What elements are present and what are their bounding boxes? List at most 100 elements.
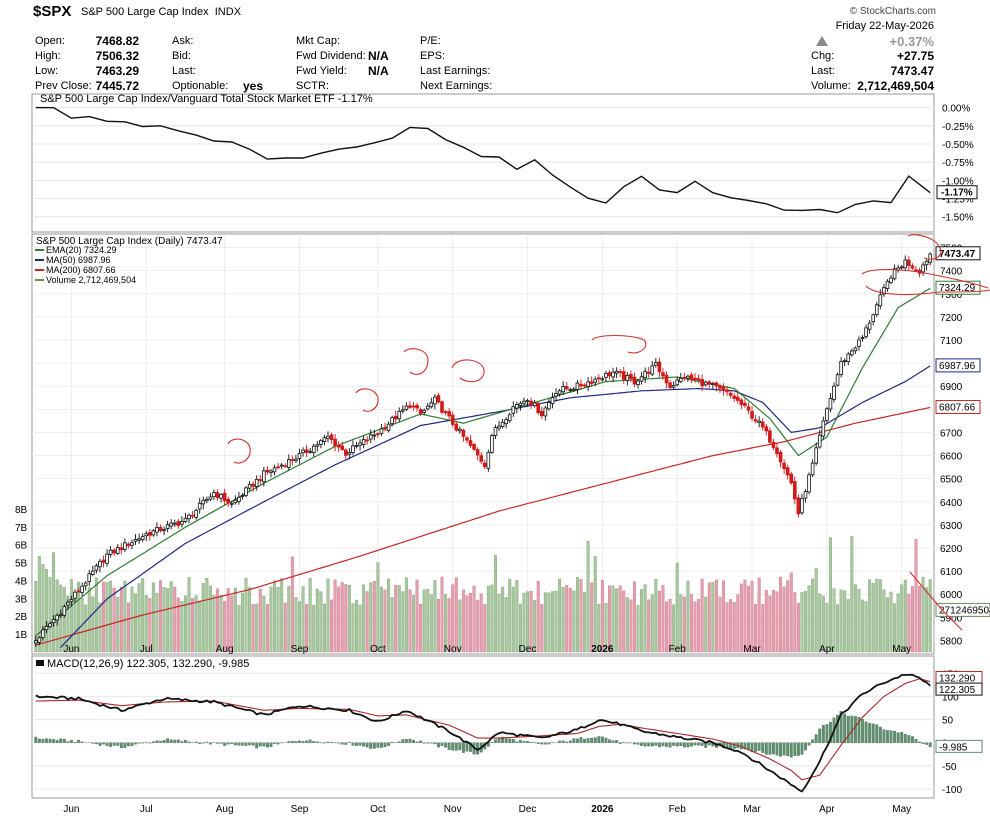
- macd-histogram-bar: [294, 741, 298, 743]
- macd-histogram-bar: [59, 738, 63, 743]
- macd-histogram-bar: [137, 742, 141, 744]
- volume-bar: [672, 604, 676, 653]
- candle-body: [522, 400, 526, 404]
- volume-bar: [34, 581, 38, 653]
- macd-histogram-bar: [818, 728, 822, 743]
- macd-histogram-bar: [907, 735, 911, 743]
- macd-histogram-bar: [679, 742, 683, 746]
- volume-bar: [871, 583, 875, 653]
- candle-body: [468, 440, 473, 447]
- price-x-axis-label: Oct: [370, 644, 386, 655]
- field-label-last-earnings: Last Earnings:: [420, 65, 491, 77]
- candle-body: [497, 425, 501, 429]
- volume-bar: [105, 582, 109, 653]
- candle-body: [878, 294, 883, 307]
- x-axis-label: Mar: [743, 804, 761, 815]
- x-axis-label: Sep: [291, 804, 309, 815]
- candle-body: [347, 452, 352, 455]
- volume-bar: [458, 599, 462, 653]
- field-value-fwd-yield: N/A: [368, 64, 389, 78]
- volume-bar: [447, 598, 451, 653]
- candle-body: [44, 625, 49, 631]
- volume-bar: [501, 586, 505, 653]
- candle-body: [165, 524, 170, 529]
- candle-body: [735, 396, 740, 401]
- x-axis-label: Jul: [140, 804, 153, 815]
- candle-body: [315, 444, 320, 447]
- volume-bar: [369, 582, 373, 653]
- macd-histogram-bar: [412, 740, 415, 743]
- volume-bar: [159, 580, 162, 653]
- candle-body: [458, 428, 462, 432]
- price-last-value: 6987.96: [939, 361, 976, 372]
- price-last-box: [935, 399, 981, 414]
- instrument-title: S&P 500 Large Cap Index: [81, 6, 209, 18]
- macd-histogram-bar: [779, 742, 782, 757]
- macd-histogram-bar: [69, 740, 73, 743]
- volume-bar: [62, 587, 66, 653]
- ratio-tick-label: -0.25%: [942, 122, 974, 133]
- candle-body: [564, 386, 569, 390]
- volume-bar: [497, 593, 501, 653]
- candle-body: [226, 498, 231, 504]
- candle-body: [229, 502, 234, 505]
- candle-body: [839, 361, 843, 376]
- macd-histogram-bar: [404, 739, 408, 743]
- volume-bar: [412, 595, 415, 653]
- annotation-hook-may: [907, 234, 942, 260]
- volume-bar: [401, 591, 405, 653]
- ratio-tick-label: -1.00%: [942, 176, 974, 187]
- candle-body: [108, 549, 113, 556]
- candle-body: [575, 382, 580, 390]
- quote-header: $SPX S&P 500 Large Cap Index INDX © Stoc…: [0, 0, 990, 96]
- macd-histogram-bar: [590, 737, 594, 743]
- volume-bar: [615, 588, 619, 653]
- candle-body: [518, 402, 523, 406]
- field-value-open: 7468.82: [95, 34, 139, 48]
- candle-body: [66, 601, 70, 606]
- volume-bar: [273, 580, 277, 653]
- macd-histogram-bar: [269, 742, 273, 748]
- candle-body: [126, 543, 131, 547]
- candle-body: [828, 398, 833, 410]
- candle-body: [846, 353, 851, 362]
- candle-body: [654, 362, 658, 366]
- volume-bar: [893, 603, 897, 653]
- macd-histogram-bar: [258, 742, 262, 747]
- volume-bar: [340, 582, 344, 653]
- macd-title: MACD(12,26,9) 122.305, 132.290, -9.985: [47, 658, 249, 670]
- candle-body: [850, 350, 854, 356]
- macd-histogram-bar: [109, 742, 113, 747]
- volume-tick-label: 2B: [15, 612, 28, 623]
- candle-body: [351, 445, 355, 453]
- candle-body: [832, 385, 836, 400]
- volume-bar: [729, 599, 733, 653]
- price-tick-label: 6500: [940, 475, 963, 486]
- macd-legend: MACD(12,26,9) 122.305, 132.290, -9.985: [36, 658, 249, 670]
- volume-bar: [547, 592, 551, 653]
- macd-histogram-bar: [176, 739, 180, 743]
- macd-histogram-bar: [597, 736, 601, 743]
- macd-histogram-bar: [900, 731, 904, 743]
- volume-bar: [59, 584, 63, 653]
- candle-body: [586, 381, 590, 387]
- macd-histogram-bar: [657, 742, 661, 748]
- price-x-axis-label: 2026: [591, 644, 614, 655]
- candle-body: [151, 530, 156, 536]
- macd-histogram-bar: [180, 741, 184, 743]
- field-label-sctr: SCTR:: [296, 80, 329, 92]
- volume-bar: [882, 589, 886, 653]
- volume-bar: [918, 586, 922, 653]
- volume-bar: [786, 580, 790, 653]
- volume-bar: [233, 587, 237, 653]
- macd-histogram-bar: [358, 742, 362, 746]
- macd-histogram-bar: [540, 742, 544, 745]
- x-axis-month-labels: Jun Jun Jul Jul Aug Aug Sep Sep Oct Oct Nov Nov Dec D…: [63, 644, 911, 815]
- volume-bar: [707, 582, 711, 653]
- volume-tick-label: 1B: [15, 630, 28, 641]
- macd-histogram-bar: [426, 742, 430, 744]
- candle-body: [543, 407, 548, 417]
- candle-body: [336, 445, 341, 448]
- macd-histogram-bar: [665, 742, 668, 747]
